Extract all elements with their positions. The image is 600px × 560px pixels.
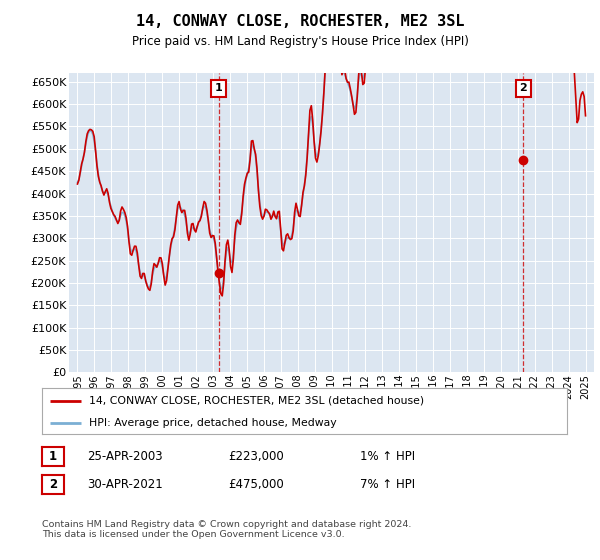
Text: 14, CONWAY CLOSE, ROCHESTER, ME2 3SL: 14, CONWAY CLOSE, ROCHESTER, ME2 3SL (136, 14, 464, 29)
Text: £475,000: £475,000 (228, 478, 284, 491)
Text: 1% ↑ HPI: 1% ↑ HPI (360, 450, 415, 463)
Text: 30-APR-2021: 30-APR-2021 (87, 478, 163, 491)
Text: 1: 1 (49, 450, 57, 463)
Text: 7% ↑ HPI: 7% ↑ HPI (360, 478, 415, 491)
Text: 25-APR-2003: 25-APR-2003 (87, 450, 163, 463)
Text: HPI: Average price, detached house, Medway: HPI: Average price, detached house, Medw… (89, 418, 337, 427)
Text: £223,000: £223,000 (228, 450, 284, 463)
Text: Price paid vs. HM Land Registry's House Price Index (HPI): Price paid vs. HM Land Registry's House … (131, 35, 469, 48)
Text: 14, CONWAY CLOSE, ROCHESTER, ME2 3SL (detached house): 14, CONWAY CLOSE, ROCHESTER, ME2 3SL (de… (89, 396, 424, 406)
Text: Contains HM Land Registry data © Crown copyright and database right 2024.
This d: Contains HM Land Registry data © Crown c… (42, 520, 412, 539)
Text: 2: 2 (520, 83, 527, 94)
Text: 2: 2 (49, 478, 57, 491)
Text: 1: 1 (215, 83, 223, 94)
